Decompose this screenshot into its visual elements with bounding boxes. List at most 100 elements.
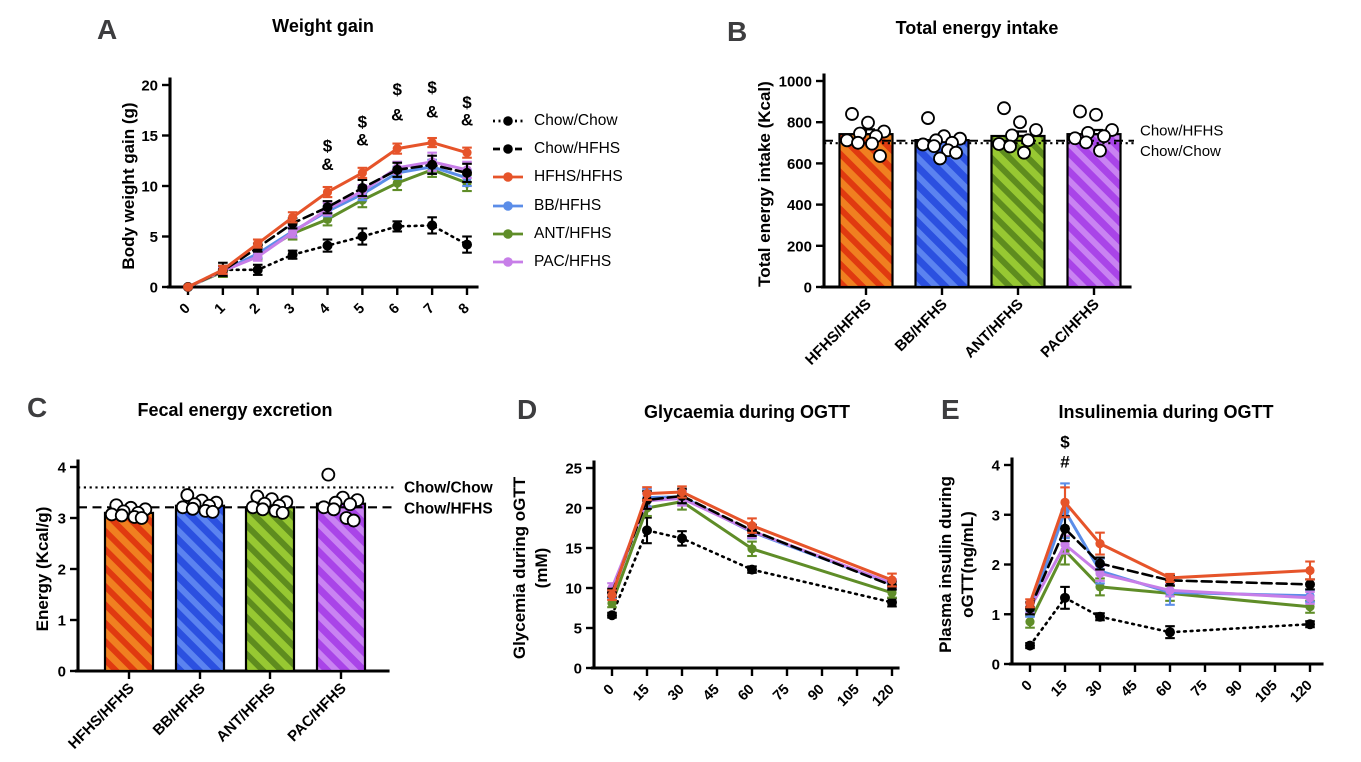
total-energy-intake-chart: 0 200 400 600 800 1000 Total energy intake (Kc… <box>755 73 1223 369</box>
svg-text:&: & <box>461 110 473 129</box>
svg-text:15: 15 <box>1048 678 1071 701</box>
svg-text:(mM): (mM) <box>532 548 551 589</box>
legend-item-bb-hfhs: BB/HFHS <box>492 192 623 220</box>
svg-text:1: 1 <box>58 613 66 630</box>
svg-text:HFHS/HFHS: HFHS/HFHS <box>802 296 875 369</box>
panel-letter-c: C <box>27 392 48 423</box>
svg-text:200: 200 <box>787 238 812 255</box>
svg-text:4: 4 <box>992 458 1001 475</box>
bar-bb-hfhs <box>914 136 970 289</box>
series-hfhs-hfhs <box>1025 486 1315 609</box>
svg-text:5: 5 <box>351 301 368 318</box>
svg-text:0: 0 <box>574 661 582 678</box>
insulinemia-ogtt-chart: 0 1 2 3 4 Plasma insulin during oGTT(ng/mL) 0 15… <box>936 433 1324 706</box>
svg-text:5: 5 <box>150 229 158 246</box>
legend-item-chow-hfhs: Chow/HFHS <box>492 135 623 163</box>
legend-marker-chow-chow <box>493 116 523 126</box>
legend-marker-hfhs-hfhs <box>493 172 523 183</box>
svg-text:120: 120 <box>869 682 897 710</box>
svg-text:4: 4 <box>58 460 67 477</box>
svg-text:2: 2 <box>992 557 1000 574</box>
scatter-ant-hfhs <box>992 101 1043 160</box>
svg-text:10: 10 <box>141 179 158 196</box>
scatter-pac-hfhs <box>316 467 365 528</box>
svg-text:PAC/HFHS: PAC/HFHS <box>284 680 349 745</box>
fecal-energy-excretion-chart: 0 1 2 3 4 Energy (Kcal/g) HFHS/HFHS BB/HFHS ANT/… <box>33 459 494 753</box>
svg-text:45: 45 <box>1118 678 1141 701</box>
scatter-pac-hfhs <box>1068 104 1119 158</box>
panel-letter-e: E <box>941 394 960 425</box>
legend-item-chow-chow: Chow/Chow <box>492 107 623 135</box>
legend-label-ant-hfhs: ANT/HFHS <box>534 224 612 242</box>
svg-text:75: 75 <box>1188 678 1211 701</box>
fecal-energy-excretion-title: Fecal energy excretion <box>137 400 333 420</box>
legend: Chow/Chow Chow/HFHS HFHS/HFHS BB/HFHS ANT/HF… <box>492 107 623 276</box>
svg-text:3: 3 <box>58 511 66 528</box>
glycaemia-ogtt-title: Glycaemia during OGTT <box>643 402 851 422</box>
svg-text:oGTT(ng/mL): oGTT(ng/mL) <box>958 511 977 618</box>
ref-label-chow-hfhs: Chow/HFHS <box>404 500 493 517</box>
svg-text:15: 15 <box>141 128 158 145</box>
scatter-bb-hfhs <box>916 111 967 166</box>
svg-text:15: 15 <box>630 682 653 705</box>
svg-text:0: 0 <box>804 280 812 297</box>
svg-text:600: 600 <box>787 156 812 173</box>
legend-item-hfhs-hfhs: HFHS/HFHS <box>492 163 623 191</box>
svg-text:20: 20 <box>565 501 582 518</box>
svg-text:5: 5 <box>574 621 582 638</box>
bar-pac-hfhs <box>315 499 367 673</box>
svg-text:$: $ <box>427 78 437 97</box>
svg-text:Body weight gain (g): Body weight gain (g) <box>119 102 138 269</box>
legend-label-hfhs-hfhs: HFHS/HFHS <box>534 168 623 186</box>
svg-text:90: 90 <box>1223 678 1246 701</box>
svg-text:400: 400 <box>787 197 812 214</box>
svg-text:105: 105 <box>834 682 862 710</box>
svg-text:Glycemia during oGTT: Glycemia during oGTT <box>510 476 529 659</box>
scatter-bb-hfhs <box>175 488 224 519</box>
svg-text:$: $ <box>323 137 333 156</box>
total-energy-intake-title: Total energy intake <box>895 18 1059 38</box>
series-ant-hfhs <box>607 492 897 609</box>
svg-text:ANT/HFHS: ANT/HFHS <box>213 680 279 746</box>
svg-text:6: 6 <box>386 301 403 318</box>
svg-text:ANT/HFHS: ANT/HFHS <box>961 296 1027 362</box>
svg-text:4: 4 <box>316 301 333 318</box>
svg-text:Total energy intake (Kcal): Total energy intake (Kcal) <box>755 81 774 287</box>
svg-text:0: 0 <box>601 682 618 699</box>
svg-text:$: $ <box>358 112 368 131</box>
bar-ant-hfhs <box>990 130 1046 289</box>
svg-text:$: $ <box>462 93 472 112</box>
svg-text:30: 30 <box>1083 678 1106 701</box>
svg-text:0: 0 <box>992 657 1000 674</box>
bar-ant-hfhs <box>244 503 296 673</box>
svg-text:1: 1 <box>992 607 1000 624</box>
svg-text:2: 2 <box>58 562 66 579</box>
svg-text:PAC/HFHS: PAC/HFHS <box>1037 296 1102 361</box>
svg-text:0: 0 <box>58 664 66 681</box>
bar-hfhs-hfhs <box>103 510 155 673</box>
svg-text:$: $ <box>1060 433 1070 452</box>
series-chow-chow <box>183 216 472 292</box>
svg-text:0: 0 <box>150 280 158 297</box>
svg-text:&: & <box>391 105 403 124</box>
svg-text:BB/HFHS: BB/HFHS <box>150 680 209 739</box>
svg-text:3: 3 <box>992 507 1000 524</box>
scatter-hfhs-hfhs <box>104 498 153 525</box>
legend-label-chow-chow: Chow/Chow <box>534 112 618 130</box>
svg-text:30: 30 <box>665 682 688 705</box>
svg-text:75: 75 <box>770 682 793 705</box>
legend-marker-chow-hfhs <box>493 144 523 155</box>
svg-text:&: & <box>356 131 368 150</box>
scatter-hfhs-hfhs <box>840 107 891 163</box>
series-hfhs-hfhs <box>183 136 472 292</box>
series-hfhs-hfhs <box>607 485 897 602</box>
svg-text:7: 7 <box>421 301 438 318</box>
svg-text:HFHS/HFHS: HFHS/HFHS <box>65 680 138 753</box>
svg-text:45: 45 <box>700 682 723 705</box>
legend-marker-pac-hfhs <box>493 257 523 267</box>
svg-text:800: 800 <box>787 115 812 132</box>
svg-text:10: 10 <box>565 581 582 598</box>
bar-bb-hfhs <box>174 502 226 673</box>
